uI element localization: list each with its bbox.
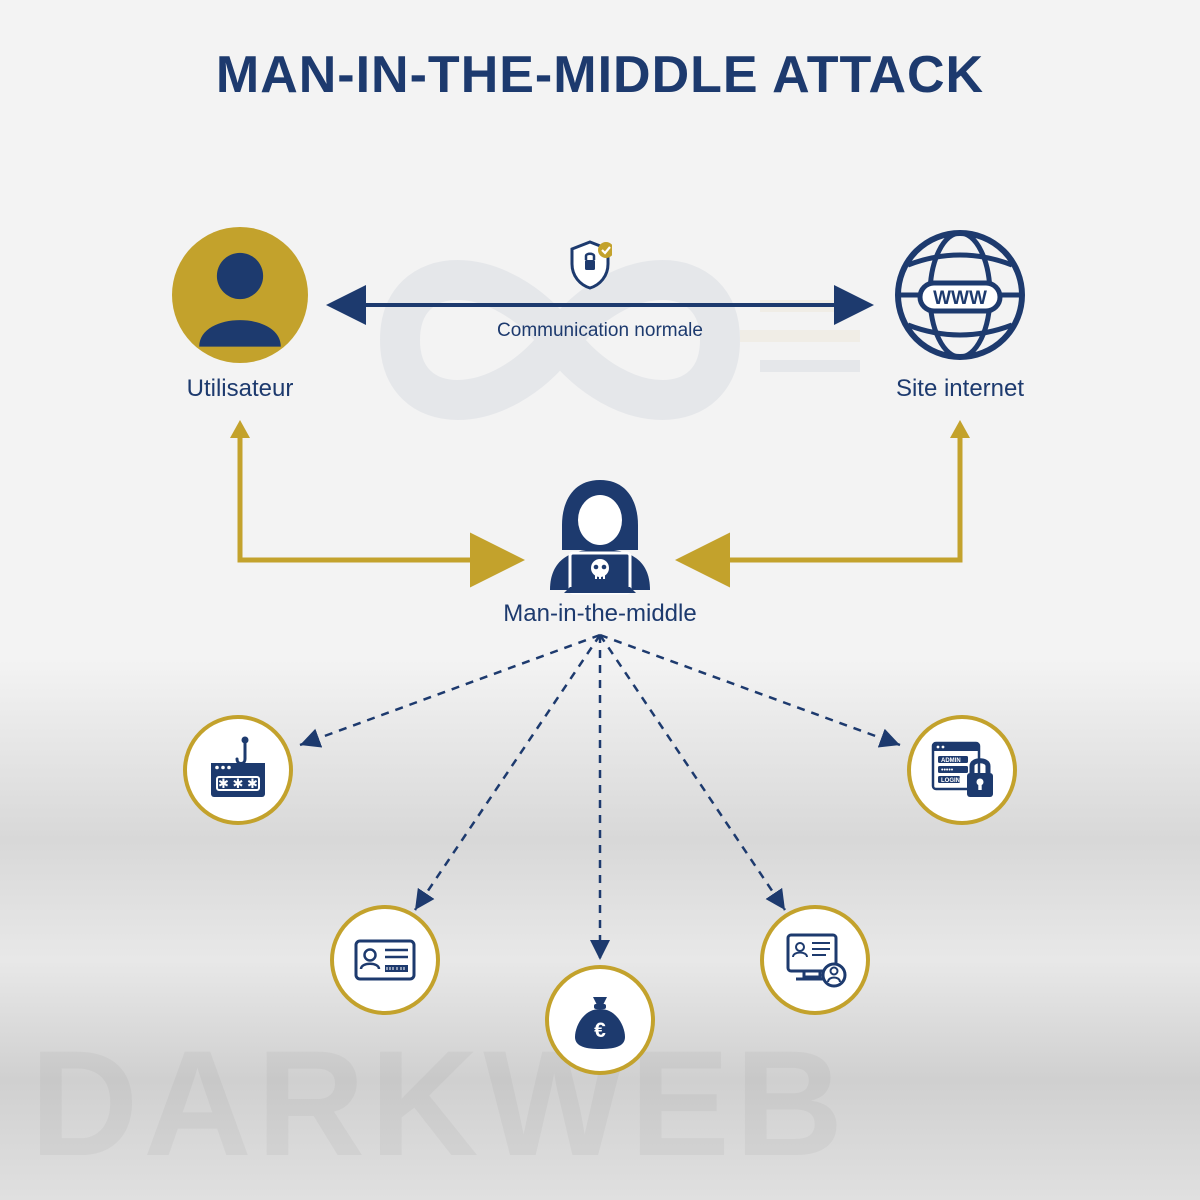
shield-icon — [568, 240, 612, 290]
money-bag-icon: € — [545, 965, 655, 1075]
svg-text:ADMIN: ADMIN — [941, 758, 961, 764]
svg-text:•••••: ••••• — [941, 767, 954, 774]
globe-icon: WWW — [890, 225, 1030, 365]
normal-communication-label: Communication normale — [450, 320, 750, 342]
dashed-to-computer — [600, 635, 785, 910]
svg-text:LOGIN: LOGIN — [941, 778, 960, 784]
svg-text:€: € — [594, 1019, 606, 1042]
gold-arrow-left — [240, 425, 520, 560]
hacker-icon — [542, 475, 658, 595]
svg-text:✱ ✱ ✱: ✱ ✱ ✱ — [218, 776, 258, 791]
mitm-label: Man-in-the-middle — [450, 600, 750, 628]
user-label: Utilisateur — [140, 375, 340, 403]
login-lock-icon: ADMIN ••••• LOGIN — [907, 715, 1017, 825]
dashed-to-login — [600, 635, 900, 745]
dashed-to-idcard — [415, 635, 600, 910]
user-icon — [172, 227, 308, 363]
computer-profile-icon — [760, 905, 870, 1015]
dashed-to-phishing — [300, 635, 600, 745]
svg-text:WWW: WWW — [933, 288, 987, 309]
id-card-icon — [330, 905, 440, 1015]
gold-arrow-right — [680, 425, 960, 560]
phishing-password-icon: ✱ ✱ ✱ — [183, 715, 293, 825]
site-label: Site internet — [860, 375, 1060, 403]
